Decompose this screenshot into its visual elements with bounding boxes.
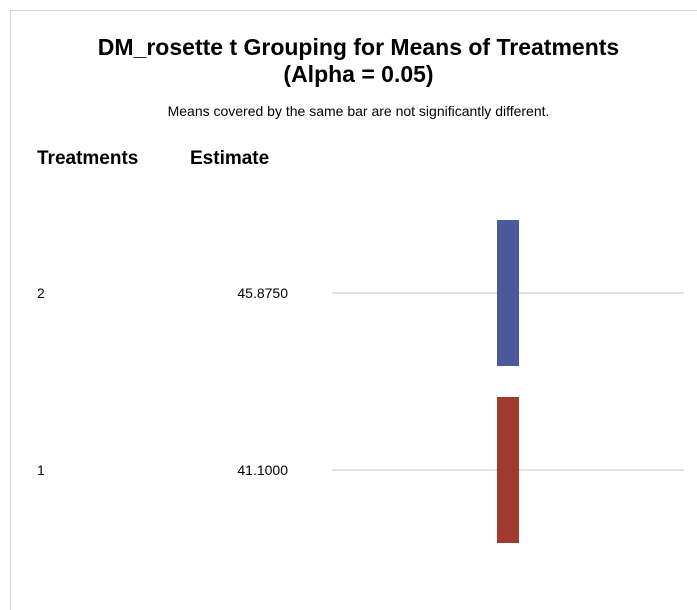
- grouping-plot: [332, 220, 684, 543]
- row-estimate-label: 45.8750: [237, 285, 288, 301]
- chart-title-line1: DM_rosette t Grouping for Means of Treat…: [97, 34, 620, 60]
- column-header-treatments: Treatments: [37, 148, 139, 169]
- row-treatment-label: 1: [37, 462, 45, 478]
- row-treatment-label: 2: [37, 285, 45, 301]
- chart-subtitle: Means covered by the same bar are not si…: [167, 103, 550, 119]
- grouping-bar-1: [497, 220, 519, 366]
- chart-frame: [10, 10, 697, 610]
- grouping-bar-2: [497, 397, 519, 543]
- chart-title-line2: (Alpha = 0.05): [283, 61, 434, 87]
- row-estimate-label: 41.1000: [237, 462, 288, 478]
- column-header-estimate: Estimate: [190, 148, 270, 169]
